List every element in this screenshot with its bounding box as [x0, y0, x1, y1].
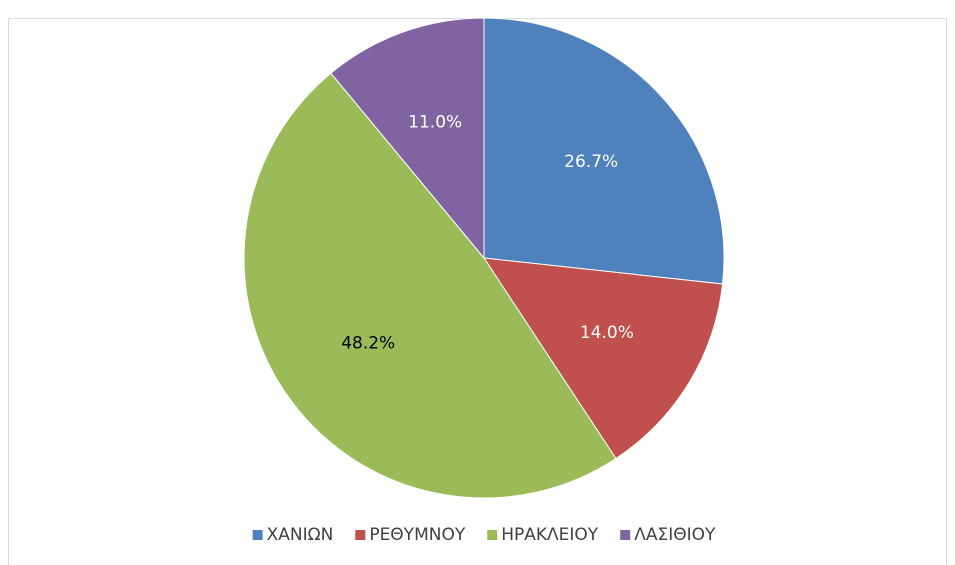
pie-slice [483, 17, 725, 285]
legend-label: ΡΕΘΥΜΝΟΥ [369, 525, 466, 545]
pie-slice [330, 17, 485, 260]
data-label: 11.0% [408, 113, 462, 133]
data-label: 26.7% [564, 152, 618, 172]
legend-label: ΛΑΣΙΘΙΟΥ [634, 525, 716, 545]
legend-label: ΧΑΝΙΩΝ [267, 525, 334, 545]
pie-slice [482, 257, 724, 460]
legend-swatch [620, 530, 631, 540]
pie-slice [243, 72, 617, 499]
legend-label: ΗΡΑΚΛΕΙΟΥ [501, 525, 599, 545]
data-label: 48.2% [341, 334, 395, 354]
legend-swatch [355, 530, 366, 540]
data-label: 14.0% [580, 323, 634, 343]
legend-swatch [487, 530, 498, 540]
legend-swatch [252, 530, 263, 540]
